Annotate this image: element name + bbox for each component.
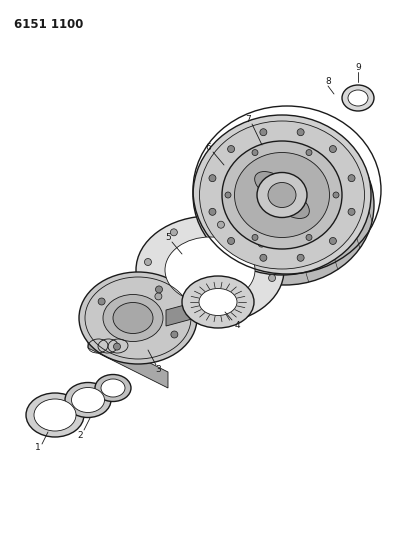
Text: 5: 5 bbox=[165, 233, 171, 243]
Ellipse shape bbox=[348, 175, 355, 182]
Ellipse shape bbox=[144, 259, 151, 265]
Ellipse shape bbox=[200, 121, 364, 269]
Ellipse shape bbox=[113, 343, 120, 350]
Ellipse shape bbox=[329, 146, 337, 152]
Ellipse shape bbox=[255, 172, 289, 198]
Text: 6: 6 bbox=[205, 143, 211, 152]
Ellipse shape bbox=[26, 393, 84, 437]
Ellipse shape bbox=[103, 295, 163, 342]
Ellipse shape bbox=[333, 192, 339, 198]
Ellipse shape bbox=[258, 240, 265, 247]
Ellipse shape bbox=[113, 303, 153, 334]
Ellipse shape bbox=[228, 238, 235, 245]
Ellipse shape bbox=[65, 383, 111, 417]
Ellipse shape bbox=[165, 237, 255, 303]
Ellipse shape bbox=[260, 128, 267, 136]
Ellipse shape bbox=[243, 304, 250, 311]
Text: 7: 7 bbox=[245, 116, 251, 125]
Ellipse shape bbox=[98, 298, 105, 305]
Ellipse shape bbox=[260, 254, 267, 261]
Ellipse shape bbox=[196, 125, 374, 285]
Ellipse shape bbox=[306, 150, 312, 156]
Ellipse shape bbox=[209, 175, 216, 182]
Text: 2: 2 bbox=[77, 431, 83, 440]
Ellipse shape bbox=[252, 150, 258, 156]
Ellipse shape bbox=[34, 399, 76, 431]
Ellipse shape bbox=[306, 235, 312, 240]
Ellipse shape bbox=[342, 85, 374, 111]
Ellipse shape bbox=[225, 192, 231, 198]
Ellipse shape bbox=[297, 128, 304, 136]
Text: 6151 1100: 6151 1100 bbox=[14, 18, 83, 31]
Ellipse shape bbox=[275, 191, 309, 219]
Ellipse shape bbox=[155, 286, 162, 293]
Text: 9: 9 bbox=[355, 63, 361, 72]
Ellipse shape bbox=[195, 312, 202, 319]
Ellipse shape bbox=[329, 238, 337, 245]
Ellipse shape bbox=[182, 276, 254, 328]
Ellipse shape bbox=[101, 379, 125, 397]
Ellipse shape bbox=[257, 173, 307, 217]
Ellipse shape bbox=[217, 221, 224, 228]
Ellipse shape bbox=[209, 208, 216, 215]
Text: 1: 1 bbox=[35, 443, 41, 453]
Ellipse shape bbox=[348, 208, 355, 215]
Polygon shape bbox=[88, 332, 168, 388]
Ellipse shape bbox=[222, 141, 342, 249]
Ellipse shape bbox=[199, 288, 237, 316]
Ellipse shape bbox=[268, 274, 275, 281]
Ellipse shape bbox=[95, 375, 131, 401]
Polygon shape bbox=[166, 296, 218, 326]
Ellipse shape bbox=[193, 115, 371, 275]
Ellipse shape bbox=[228, 146, 235, 152]
Ellipse shape bbox=[71, 387, 104, 413]
Ellipse shape bbox=[348, 90, 368, 106]
Ellipse shape bbox=[268, 182, 296, 207]
Ellipse shape bbox=[235, 152, 330, 238]
Ellipse shape bbox=[252, 235, 258, 240]
Ellipse shape bbox=[136, 216, 284, 324]
Ellipse shape bbox=[171, 331, 178, 338]
Ellipse shape bbox=[209, 297, 227, 311]
Ellipse shape bbox=[171, 229, 177, 236]
Ellipse shape bbox=[155, 293, 162, 300]
Text: 8: 8 bbox=[325, 77, 331, 86]
Text: 3: 3 bbox=[155, 366, 161, 375]
Text: 4: 4 bbox=[234, 320, 240, 329]
Ellipse shape bbox=[79, 272, 197, 364]
Ellipse shape bbox=[297, 254, 304, 261]
